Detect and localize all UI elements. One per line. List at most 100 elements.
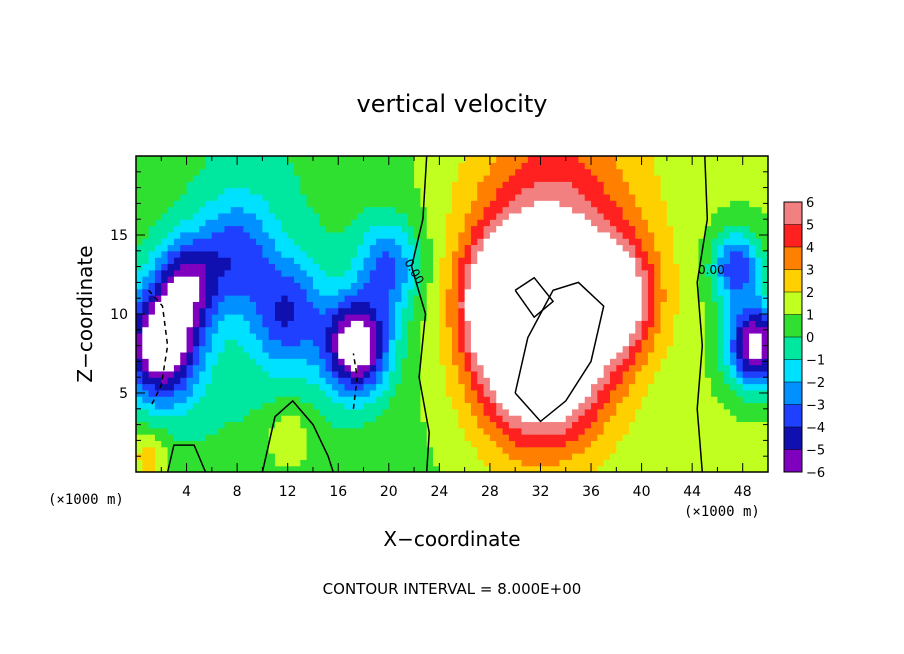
field-cell (338, 276, 346, 283)
field-cell (420, 244, 428, 252)
field-cell (363, 440, 371, 448)
field-cell (363, 174, 371, 182)
field-cell (312, 345, 320, 353)
field-cell (660, 389, 668, 397)
field-cell (464, 358, 472, 366)
field-cell (527, 206, 535, 214)
field-cell (610, 212, 617, 220)
field-cell (249, 307, 257, 315)
field-cell (673, 174, 681, 182)
field-cell (730, 162, 737, 170)
field-cell (578, 320, 586, 328)
field-cell (262, 339, 270, 347)
field-cell (452, 421, 459, 429)
field-cell (350, 225, 358, 233)
field-cell (458, 339, 466, 347)
field-cell (628, 320, 636, 328)
field-cell (256, 282, 263, 290)
field-cell (224, 446, 232, 454)
field-cell (452, 225, 459, 233)
field-cell (281, 358, 289, 366)
field-cell (679, 364, 687, 372)
field-cell (369, 295, 377, 302)
field-cell (685, 326, 693, 334)
field-cell (553, 389, 561, 397)
field-cell (597, 332, 605, 340)
field-cell (180, 389, 188, 397)
field-cell (180, 434, 188, 441)
field-cell (243, 402, 251, 410)
field-cell (167, 307, 175, 315)
field-cell (338, 187, 346, 195)
field-cell (749, 389, 756, 397)
field-cell (426, 257, 434, 265)
field-cell (401, 453, 409, 460)
field-cell (496, 364, 504, 372)
field-cell (142, 446, 150, 454)
field-cell (704, 263, 712, 271)
field-cell (616, 389, 624, 397)
field-cell (508, 383, 516, 391)
field-cell (382, 174, 390, 182)
field-cell (420, 301, 428, 309)
field-cell (489, 434, 497, 441)
field-cell (742, 187, 750, 195)
field-cell (679, 383, 687, 391)
field-cell (452, 320, 459, 328)
field-cell (382, 212, 390, 220)
field-cell (445, 307, 453, 315)
field-cell (224, 459, 232, 467)
field-cell (167, 345, 175, 353)
field-cell (338, 459, 346, 467)
field-cell (331, 421, 339, 429)
field-cell (628, 162, 636, 170)
field-cell (136, 351, 143, 359)
field-cell (199, 453, 207, 460)
field-cell (199, 383, 207, 391)
field-cell (483, 257, 491, 265)
field-cell (256, 174, 263, 182)
field-cell (483, 263, 491, 271)
field-cell (306, 206, 314, 214)
field-cell (572, 181, 579, 189)
field-cell (148, 263, 156, 271)
field-cell (635, 238, 643, 246)
field-cell (420, 307, 428, 315)
field-cell (401, 181, 409, 189)
field-cell (736, 396, 744, 404)
field-cell (704, 244, 712, 252)
field-cell (660, 269, 668, 277)
field-cell (281, 250, 289, 258)
field-cell (717, 231, 725, 239)
field-cell (654, 238, 662, 246)
field-cell (591, 453, 598, 460)
field-cell (199, 156, 207, 163)
field-cell (180, 351, 188, 359)
field-cell (275, 351, 282, 359)
field-cell (527, 314, 535, 321)
field-cell (666, 351, 674, 359)
field-cell (325, 212, 333, 220)
field-cell (515, 396, 523, 404)
field-cell (496, 345, 504, 353)
field-cell (439, 370, 447, 378)
field-cell (477, 174, 485, 182)
field-cell (192, 465, 200, 472)
field-cell (439, 295, 447, 302)
field-cell (534, 301, 542, 309)
field-cell (610, 370, 617, 378)
field-cell (211, 156, 219, 163)
field-cell (496, 339, 504, 347)
field-cell (616, 465, 624, 472)
field-cell (641, 244, 649, 252)
field-cell (546, 257, 554, 265)
field-cell (243, 351, 251, 359)
field-cell (325, 345, 333, 353)
field-cell (628, 301, 636, 309)
field-cell (546, 174, 554, 182)
field-cell (287, 427, 295, 435)
field-cell (192, 345, 200, 353)
field-cell (673, 396, 681, 404)
field-cell (414, 332, 421, 340)
field-cell (565, 396, 573, 404)
